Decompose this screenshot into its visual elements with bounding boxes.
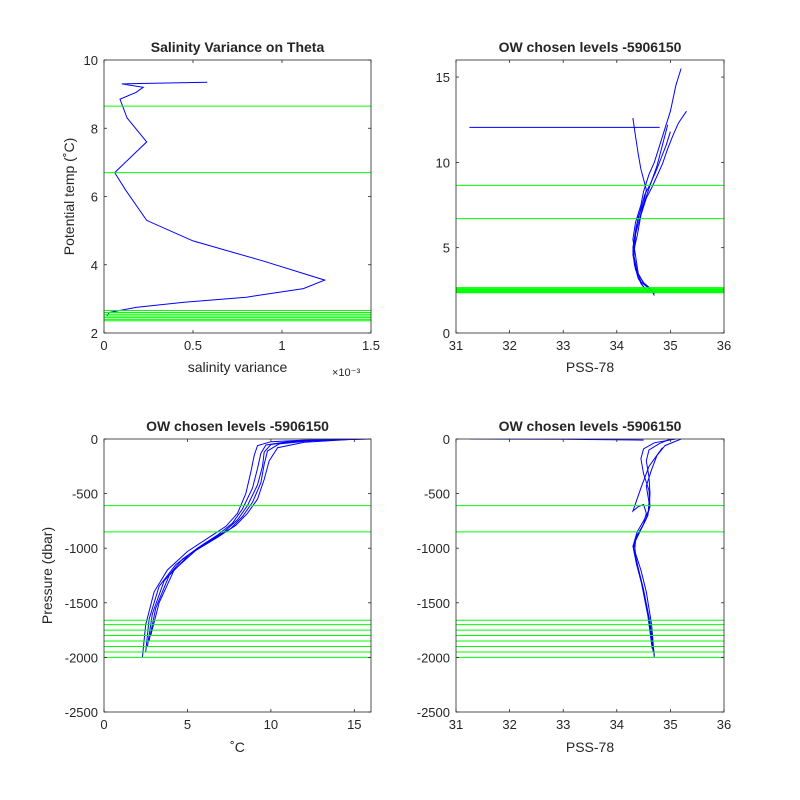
x-axis-exponent-label: ×10⁻³: [332, 367, 360, 379]
y-tick-label: 0: [443, 432, 450, 447]
series-line-5: [633, 124, 669, 291]
chart-title: OW chosen levels -5906150: [146, 418, 329, 434]
x-tick-label: 32: [502, 717, 516, 732]
x-tick-label: 32: [502, 338, 516, 353]
x-tick-label: 34: [610, 717, 624, 732]
x-tick-label: 5: [184, 717, 191, 732]
x-axis-label: ˚C: [230, 739, 245, 755]
y-axis-label: Potential temp (˚C): [61, 138, 77, 255]
series-line-4: [632, 131, 671, 293]
x-axis-label: PSS-78: [566, 739, 614, 755]
panel-theta-salinity: OW chosen levels -5906150 PSS-78 31 32 33 3…: [436, 39, 732, 375]
x-axis-label: salinity variance: [188, 359, 288, 375]
y-tick-label: 8: [91, 121, 98, 136]
panel-pressure-temperature: OW chosen levels -5906150 ˚C Pressure (d…: [39, 418, 372, 755]
chart-title: OW chosen levels -5906150: [499, 418, 682, 434]
x-tick-label: 33: [556, 717, 570, 732]
plot-area: [104, 81, 371, 322]
y-tick-label: 2: [91, 326, 98, 341]
y-tick-label: -1000: [65, 541, 98, 556]
axes-box: [103, 438, 372, 713]
y-tick-label: -2000: [65, 650, 98, 665]
x-tick-label: 35: [663, 717, 677, 732]
series-line-3: [632, 110, 687, 295]
panel-pressure-salinity: OW chosen levels -5906150 PSS-78 31 32 33 3…: [417, 418, 731, 755]
x-tick-label: 34: [610, 338, 624, 353]
x-tick-label: 1: [278, 338, 285, 353]
x-tick-label: 36: [717, 338, 731, 353]
chart-title: Salinity Variance on Theta: [151, 39, 325, 55]
x-axis-label: PSS-78: [566, 359, 614, 375]
series-line-1: [106, 81, 327, 317]
series-line-5: [150, 439, 358, 636]
series-line-1: [633, 439, 671, 658]
plot-area: [104, 439, 371, 658]
series-line-4: [148, 439, 355, 642]
series-line-1: [141, 439, 371, 658]
x-tick-label: 33: [556, 338, 570, 353]
x-tick-label: 31: [449, 717, 463, 732]
y-axis-label: Pressure (dbar): [39, 527, 55, 624]
y-tick-label: -2500: [65, 705, 98, 720]
axes-box: [455, 438, 725, 713]
y-tick-label: -500: [72, 487, 98, 502]
x-tick-label: 0: [100, 717, 107, 732]
panel-salinity-variance: Salinity Variance on Theta salinity vari…: [61, 39, 380, 379]
y-tick-label: -1500: [65, 596, 98, 611]
y-tick-label: -1500: [417, 596, 450, 611]
x-tick-label: 15: [347, 717, 361, 732]
y-tick-label: 15: [436, 70, 450, 85]
y-tick-label: -1000: [417, 541, 450, 556]
y-tick-label: 10: [84, 53, 98, 68]
y-tick-label: 0: [91, 432, 98, 447]
series-line-4: [631, 447, 663, 649]
x-tick-label: 0: [100, 338, 107, 353]
y-tick-label: 10: [436, 155, 450, 170]
y-tick-label: 5: [443, 241, 450, 256]
axes-box: [455, 59, 725, 334]
x-tick-label: 36: [717, 717, 731, 732]
y-tick-label: 0: [443, 326, 450, 341]
plot-area: [456, 68, 724, 296]
y-tick-label: -2500: [417, 705, 450, 720]
y-tick-label: -500: [424, 487, 450, 502]
chart-title: OW chosen levels -5906150: [499, 39, 682, 55]
x-tick-label: 0.5: [184, 338, 202, 353]
x-tick-label: 1.5: [362, 338, 380, 353]
y-tick-label: 4: [91, 258, 98, 273]
y-tick-label: 6: [91, 190, 98, 205]
y-tick-label: -2000: [417, 650, 450, 665]
x-tick-label: 10: [264, 717, 278, 732]
x-tick-label: 35: [663, 338, 677, 353]
x-tick-label: 31: [449, 338, 463, 353]
